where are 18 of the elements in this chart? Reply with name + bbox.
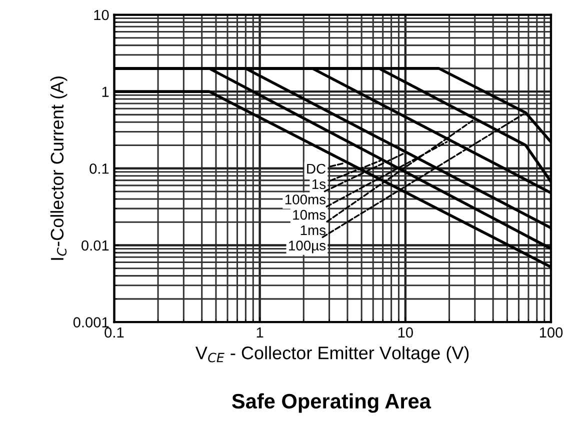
- x-axis-title: V$_{CE}$ - Collector Emitter Voltage (V): [195, 346, 469, 363]
- x-tick-label: 1: [256, 327, 264, 338]
- y-tick-label: 1: [102, 86, 109, 97]
- annotation: 1ms: [300, 225, 326, 236]
- annotation: 100ms: [285, 194, 326, 204]
- x-tick-label: 0.1: [104, 327, 124, 338]
- y-axis-title: I$_{C}$-Collector Current (A): [50, 76, 68, 260]
- annotation: 100µs: [288, 240, 326, 254]
- y-tick-label: 0.1: [90, 164, 109, 174]
- y-tick-label: 0.001: [73, 317, 109, 328]
- x-tick-label: 100: [540, 327, 563, 338]
- annotation: 1s: [312, 179, 326, 190]
- x-tick-label: 10: [398, 327, 413, 338]
- annotation: 10ms: [293, 210, 326, 220]
- y-tick-label: 0.01: [82, 240, 109, 251]
- y-tick-label: 10: [94, 10, 109, 20]
- text: Safe Operating Area: [232, 393, 432, 413]
- annotation: DC: [307, 164, 326, 174]
